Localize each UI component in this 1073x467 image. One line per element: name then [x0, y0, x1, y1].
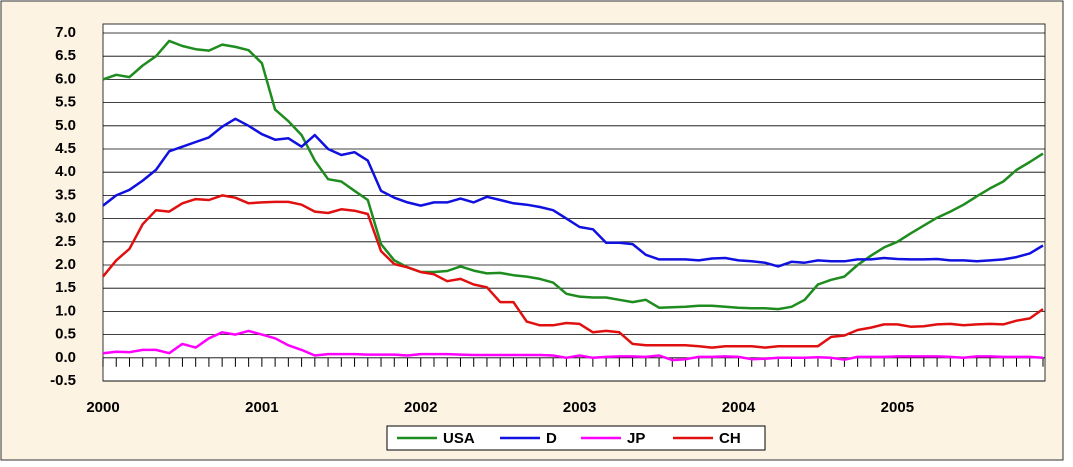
series-line [102, 117, 1044, 268]
series-line [102, 194, 1044, 349]
series-line [102, 329, 1044, 362]
y-tick-label: -0.5 [50, 372, 76, 389]
legend-label: D [546, 430, 557, 447]
y-tick-label: 0.0 [55, 349, 76, 366]
y-tick-label: 4.5 [55, 140, 76, 157]
y-tick-label: 5.5 [55, 94, 76, 111]
y-tick-label: 3.0 [55, 210, 76, 227]
y-tick-label: 6.0 [55, 70, 76, 87]
series-line [102, 39, 1044, 311]
x-tick-label: 2005 [881, 399, 914, 416]
grid: -0.5 0.0 0.5 1.0 1.5 2.0 2.5 3.0 3.5 4.0 4.5 5.0 5.5… [50, 24, 1045, 416]
x-tick-label: 2003 [563, 399, 596, 416]
legend: USA D JP CH [386, 425, 766, 451]
x-tick-label: 2001 [245, 399, 278, 416]
y-tick-label: 6.5 [55, 47, 76, 64]
y-tick-label: 0.5 [55, 326, 76, 343]
y-tick-label: 4.0 [55, 163, 76, 180]
legend-label: JP [627, 430, 645, 447]
x-tick-label: 2000 [86, 399, 119, 416]
lines [102, 39, 1044, 362]
y-tick-label: 1.5 [55, 279, 76, 296]
y-tick-label: 2.0 [55, 256, 76, 273]
y-tick-label: 7.0 [55, 24, 76, 41]
x-tick-label: 2002 [404, 399, 437, 416]
y-tick-label: 1.0 [55, 302, 76, 319]
legend-label: USA [443, 430, 475, 447]
y-tick-label: 3.5 [55, 186, 76, 203]
y-tick-label: 2.5 [55, 233, 76, 250]
x-tick-label: 2004 [722, 399, 756, 416]
legend-label: CH [719, 430, 741, 447]
y-tick-label: 5.0 [55, 117, 76, 134]
